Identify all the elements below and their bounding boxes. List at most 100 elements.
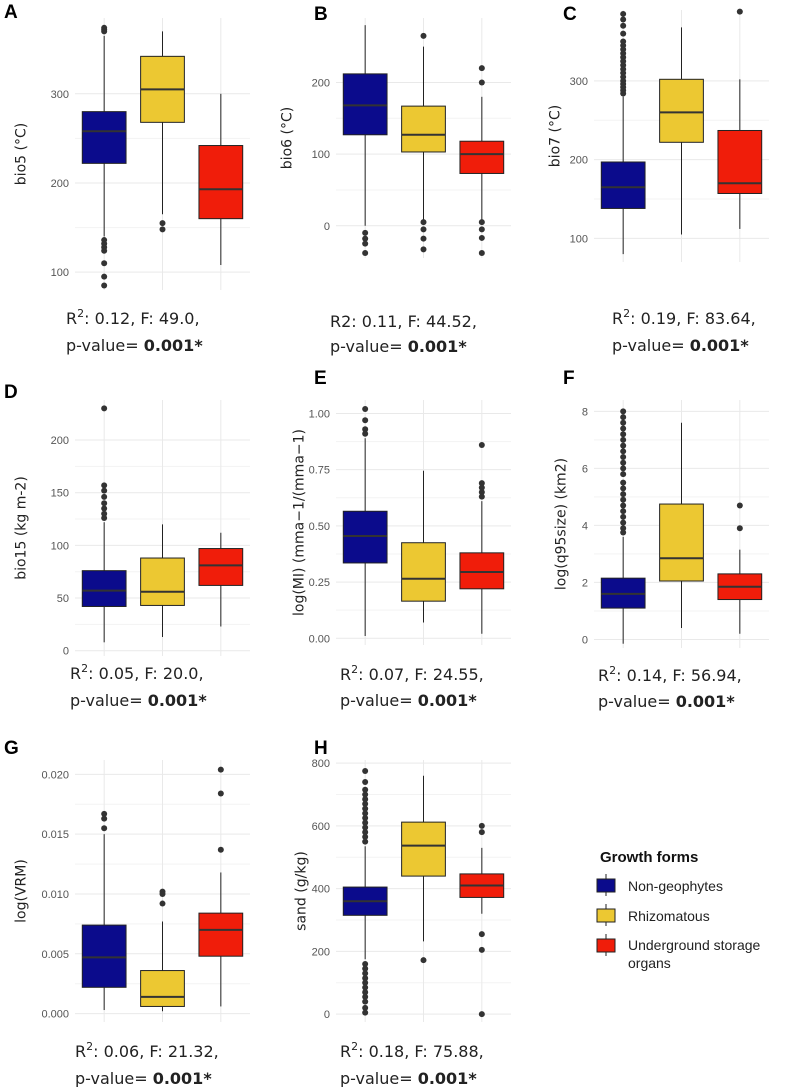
stat-line-p: p-value= 0.001* — [340, 691, 477, 710]
y-tick-label: 100 — [312, 149, 330, 161]
y-axis-label: log(VRM) — [14, 859, 30, 923]
outlier-point — [478, 480, 485, 487]
outlier-point — [620, 465, 627, 472]
outlier-point — [101, 500, 108, 507]
outlier-point — [362, 405, 369, 412]
panel-c: 100 200 300 bio7 (°C) C R2: 0.19, F: 83.64, p-… — [548, 4, 769, 355]
outlier-point — [101, 273, 108, 280]
outlier-point — [362, 975, 369, 982]
y-tick-label: 2 — [582, 577, 588, 589]
outlier-point — [620, 419, 627, 426]
stat-p-value: 0.001* — [148, 691, 208, 710]
outlier-point — [478, 79, 485, 86]
box-rhizomatous — [140, 888, 185, 1012]
outlier-point — [101, 810, 108, 817]
outlier-point — [620, 502, 627, 509]
outlier-point — [478, 219, 485, 226]
outlier-point — [101, 282, 108, 289]
y-tick-label: 200 — [570, 155, 588, 167]
outlier-point — [620, 16, 627, 23]
box-iqr — [342, 510, 388, 564]
outlier-point — [362, 998, 369, 1005]
outlier-point — [620, 454, 627, 461]
outlier-point — [620, 30, 627, 37]
outlier-point — [620, 491, 627, 498]
box-iqr — [198, 912, 244, 957]
outlier-point — [159, 220, 166, 227]
outlier-point — [620, 436, 627, 443]
outlier-point — [420, 219, 427, 226]
stat-r-label: R — [598, 666, 609, 685]
y-tick-label: 300 — [570, 76, 588, 88]
y-tick-label: 0.000 — [41, 1009, 69, 1021]
outlier-point — [420, 32, 427, 39]
outlier-point — [362, 235, 369, 242]
box-uso — [459, 822, 505, 1018]
y-tick-label: 1.00 — [309, 408, 330, 420]
outlier-point — [620, 471, 627, 478]
stat-r-superscript: 2 — [86, 1040, 93, 1053]
y-tick-label: 800 — [312, 758, 330, 770]
outlier-point — [620, 431, 627, 438]
outlier-point — [101, 510, 108, 517]
outlier-point — [478, 493, 485, 500]
outlier-point — [217, 846, 224, 853]
y-tick-label: 150 — [51, 488, 69, 500]
y-tick-label: 0 — [582, 634, 588, 646]
stat-r-label: R — [70, 664, 81, 683]
panel-g: 0.000 0.005 0.010 0.015 0.020 log(VRM) G R2: 0.… — [4, 738, 250, 1087]
outlier-point — [620, 459, 627, 466]
outlier-point — [620, 448, 627, 455]
outlier-point — [362, 240, 369, 247]
y-tick-label: 0.010 — [41, 889, 69, 901]
stat-p-value: 0.001* — [408, 337, 468, 356]
outlier-point — [217, 766, 224, 773]
box-iqr — [401, 105, 446, 153]
y-tick-label: 100 — [570, 233, 588, 245]
stat-line-r2: R2: 0.11, F: 44.52, — [330, 312, 477, 331]
panel-b: 0 100 200 bio6 (°C) B R2: 0.11, F: 44.52, p-va… — [280, 4, 511, 356]
y-tick-label: 200 — [51, 178, 69, 190]
legend-label-uso-line2: organs — [628, 955, 671, 971]
outlier-point — [101, 505, 108, 512]
stat-line-r2: R2: 0.14, F: 56.94, — [598, 664, 742, 685]
panel-letter: A — [4, 2, 18, 23]
box-non-geophytes — [342, 767, 388, 1016]
outlier-point — [101, 482, 108, 489]
legend-key-non-geophytes — [596, 878, 616, 893]
outlier-point — [362, 1009, 369, 1016]
stat-r-value: : 0.18, F: 75.88, — [358, 1042, 484, 1061]
y-axis-label: bio5 (°C) — [14, 123, 30, 185]
stat-line-r2: R2: 0.12, F: 49.0, — [66, 307, 200, 328]
box-rhizomatous — [659, 27, 704, 235]
stat-p-value: 0.001* — [418, 1069, 478, 1087]
outlier-point — [362, 791, 369, 798]
panel-h: 0 200 400 600 800 sand (g/kg) H R2: 0.18, F: 75… — [294, 738, 511, 1087]
y-axis-label: bio7 (°C) — [548, 105, 564, 167]
stat-r-superscript: 2 — [77, 307, 84, 320]
stat-r-label: R — [612, 309, 623, 328]
outlier-point — [362, 815, 369, 822]
outlier-point — [362, 786, 369, 793]
stat-r-value: : 0.07, F: 24.55, — [358, 665, 484, 684]
box-uso — [717, 8, 763, 229]
stat-line-p: p-value= 0.001* — [75, 1069, 212, 1087]
stat-r-value: : 0.12, F: 49.0, — [84, 309, 199, 328]
box-uso — [717, 502, 763, 634]
stat-p-label: p-value= — [340, 691, 418, 710]
outlier-point — [362, 833, 369, 840]
panel-letter: D — [4, 382, 18, 403]
y-axis-label: bio15 (kg m-2) — [14, 476, 30, 580]
box-iqr — [140, 970, 185, 1007]
outlier-point — [620, 442, 627, 449]
box-iqr — [659, 78, 704, 143]
stat-line-p: p-value= 0.001* — [598, 692, 735, 711]
legend-label-rhizomatous: Rhizomatous — [628, 908, 710, 924]
outlier-point — [101, 815, 108, 822]
legend-key-rhizomatous — [596, 908, 616, 923]
box-non-geophytes — [600, 10, 646, 255]
outlier-point — [362, 767, 369, 774]
y-tick-label: 0.75 — [309, 465, 330, 477]
